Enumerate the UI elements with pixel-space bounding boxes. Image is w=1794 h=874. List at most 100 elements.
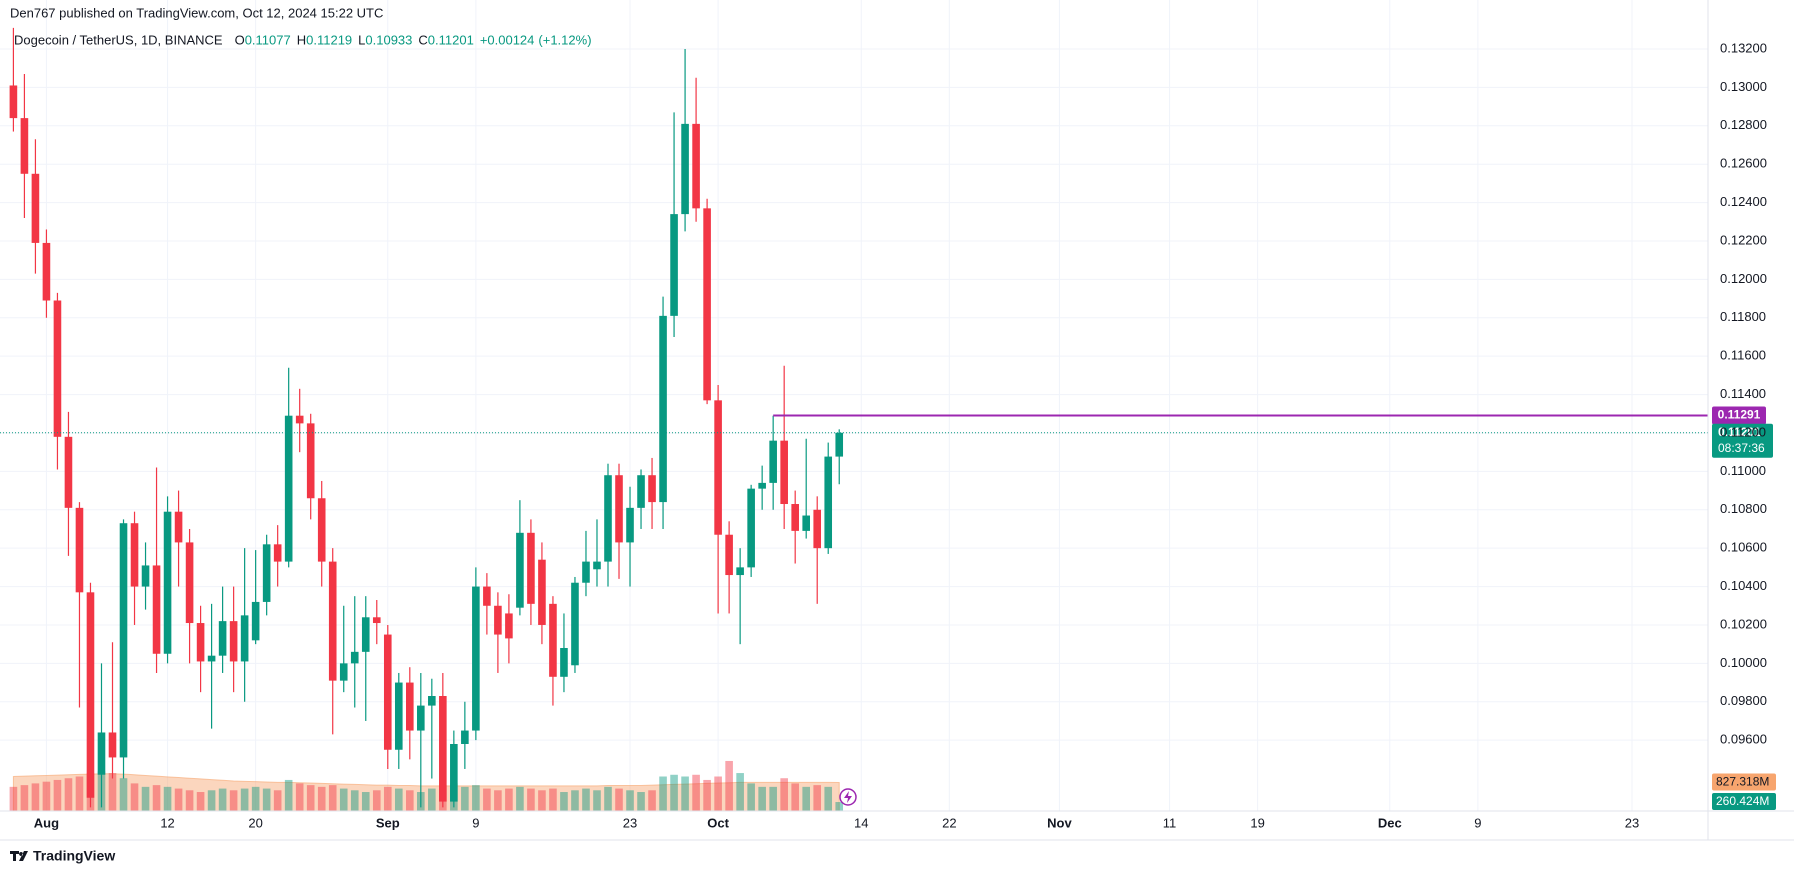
- volume-bar: [339, 788, 348, 811]
- volume-bar: [317, 786, 326, 811]
- legend: Dogecoin / TetherUS, 1D, BINANCE O 0.1107…: [14, 32, 592, 47]
- candle-body: [505, 613, 513, 639]
- x-tick-label: 19: [1250, 815, 1264, 830]
- y-tick-label: 0.12400: [1720, 194, 1767, 209]
- legend-change: +0.00124: [480, 32, 535, 47]
- y-tick-label: 0.11800: [1720, 309, 1766, 324]
- candle-body: [813, 509, 822, 549]
- x-tick-label: Nov: [1047, 815, 1072, 830]
- candle-body: [648, 475, 656, 503]
- volume-bar: [185, 790, 194, 811]
- legend-value: 0.10933: [365, 32, 412, 47]
- candle-body: [240, 615, 249, 662]
- x-tick-label: 9: [1474, 815, 1481, 830]
- volume-bar: [53, 779, 62, 811]
- candle-body: [538, 559, 546, 625]
- candle-body: [295, 415, 304, 424]
- candle-body: [20, 118, 29, 174]
- y-tick-label: 0.13200: [1720, 40, 1767, 55]
- y-tick-label: 0.13000: [1720, 79, 1767, 94]
- volume-bar: [582, 788, 590, 811]
- volume-bar: [461, 786, 469, 811]
- symbol: Dogecoin / TetherUS, 1D, BINANCE: [14, 32, 223, 47]
- volume-bar: [31, 783, 40, 811]
- y-tick-label: 0.12200: [1720, 232, 1767, 247]
- volume-bar: [406, 790, 414, 811]
- candle-body: [185, 542, 194, 624]
- candle-body: [273, 544, 282, 562]
- volume-bar: [229, 790, 238, 811]
- volume-bar: [637, 792, 645, 811]
- volume-bar: [262, 788, 271, 811]
- candle-body: [42, 242, 51, 301]
- candle-body: [417, 705, 425, 731]
- candle-body: [824, 456, 833, 549]
- candle-body: [86, 592, 95, 798]
- candle-body: [130, 523, 139, 587]
- candle-body: [174, 511, 183, 543]
- y-tick-label: 0.10200: [1720, 616, 1767, 631]
- volume-bar: [428, 788, 436, 811]
- x-tick-label: Sep: [376, 815, 400, 830]
- footer: TradingView: [33, 848, 115, 864]
- volume-bar: [141, 786, 150, 811]
- level-label: 0.11291: [1718, 408, 1761, 422]
- volume-ma-box: [1712, 773, 1776, 791]
- legend-key: O: [235, 32, 245, 47]
- x-tick-label: 9: [472, 815, 479, 830]
- volume-bar: [20, 785, 29, 811]
- candle-body: [328, 561, 337, 681]
- volume-bar: [174, 788, 183, 811]
- volume-bar: [824, 786, 833, 811]
- candle-body: [350, 651, 359, 664]
- candle-body: [769, 440, 777, 483]
- logo: TradingView: [10, 848, 115, 864]
- volume-bar: [108, 773, 117, 811]
- x-tick-label: 22: [942, 815, 956, 830]
- volume-bar: [538, 790, 546, 811]
- last-price-box: [1712, 423, 1773, 458]
- volume-bar: [527, 788, 535, 811]
- volume-bar: [505, 788, 513, 811]
- candle-body: [361, 617, 370, 652]
- candle-body: [582, 561, 590, 583]
- candle-body: [758, 482, 766, 489]
- volume-bar: [769, 786, 777, 811]
- candle-body: [725, 534, 733, 576]
- legend-value: 0.11201: [428, 32, 474, 47]
- candle-body: [527, 532, 535, 604]
- legend-key: L: [358, 32, 365, 47]
- y-tick-label: 0.12800: [1720, 117, 1767, 132]
- lightning-icon: [839, 788, 857, 806]
- candle-body: [119, 523, 128, 758]
- level-label-box: [1712, 406, 1766, 425]
- candle-body: [494, 605, 502, 635]
- candle-body: [549, 603, 557, 677]
- candle-body: [747, 488, 755, 568]
- volume-bar: [758, 786, 766, 811]
- volume-bar: [681, 776, 689, 811]
- volume-bar: [703, 779, 711, 811]
- volume-bar: [626, 790, 634, 811]
- volume-bar: [802, 786, 810, 811]
- candle-body: [53, 300, 62, 437]
- volume-bar: [571, 790, 579, 811]
- volume-bar: [659, 776, 667, 811]
- candle-body: [626, 507, 634, 543]
- volume-bar: [747, 783, 755, 811]
- volume-bar: [361, 792, 370, 811]
- volume-bar: [240, 788, 249, 811]
- candle-body: [75, 507, 84, 593]
- candle-body: [284, 415, 293, 562]
- candle-body: [516, 532, 524, 608]
- y-tick-label: 0.10400: [1720, 578, 1767, 593]
- volume-ma-area: [12, 773, 840, 812]
- x-tick-label: Dec: [1378, 815, 1402, 830]
- candle-body: [317, 498, 326, 562]
- x-tick-label: Oct: [707, 815, 729, 830]
- volume-bar: [692, 774, 700, 811]
- candle-body: [714, 400, 722, 535]
- volume-bar: [207, 790, 216, 811]
- volume-bar: [130, 783, 139, 811]
- candle-body: [450, 743, 458, 802]
